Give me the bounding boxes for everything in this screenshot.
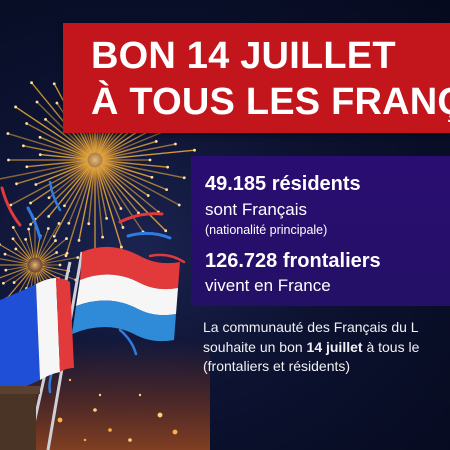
message-line-2-end: à tous le <box>362 338 420 355</box>
flag-luxembourg-icon <box>72 246 180 342</box>
message-date-highlight: 14 juillet <box>306 338 363 355</box>
frontaliers-count: 126.728 frontaliers <box>205 250 381 272</box>
headline-banner: BON 14 JUILLET À TOUS LES FRANÇA <box>63 23 450 133</box>
monument-silhouette <box>0 386 40 450</box>
message-line-1: La communauté des Français du L <box>203 319 419 335</box>
flag-france-icon <box>0 278 74 398</box>
frontaliers-label: vivent en France <box>205 276 331 295</box>
residents-note: (nationalité principale) <box>205 223 328 237</box>
headline-line-1: BON 14 JUILLET <box>91 35 396 77</box>
headline-line-2: À TOUS LES FRANÇA <box>91 81 450 123</box>
message-line-2-start: souhaite un bon <box>203 338 307 355</box>
message-line-2: souhaite un bon 14 juillet à tous le <box>203 338 450 358</box>
statistics-panel: 49.185 résidents sont Français (national… <box>191 156 450 306</box>
residents-count: 49.185 résidents <box>205 173 361 195</box>
message-line-3: (frontaliers et résidents) <box>203 358 351 374</box>
greeting-message: La communauté des Français du L souhaite… <box>203 318 450 377</box>
residents-label: sont Français <box>205 200 308 219</box>
sparkles <box>57 378 178 442</box>
